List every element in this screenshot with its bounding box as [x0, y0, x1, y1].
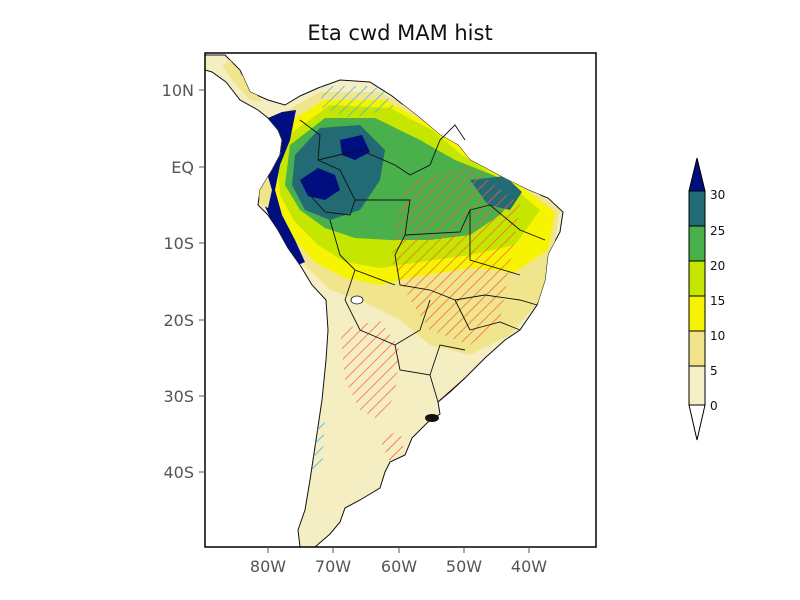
colorbar-label-0: 0: [710, 399, 718, 413]
lat-label-20s: 20S: [163, 311, 194, 330]
lat-label-10s: 10S: [163, 234, 194, 253]
colorbar-label-15: 15: [710, 294, 725, 308]
hatch-blue-venezuela: [320, 86, 395, 118]
colorbar-label-10: 10: [710, 329, 725, 343]
map-frame: [204, 52, 597, 548]
hatch-red-argentina: [340, 320, 400, 420]
colorbar-band-20-25: [688, 225, 706, 262]
colorbar-band-25-30: [688, 190, 706, 227]
lat-label-30s: 30S: [163, 387, 194, 406]
lake-titicaca: [350, 295, 364, 305]
colorbar-band-15-20: [688, 260, 706, 297]
field-30plus-north: [340, 135, 370, 160]
lat-label-40s: 40S: [163, 463, 194, 482]
country-borders: [299, 119, 546, 403]
colorbar-band-10-15: [688, 295, 706, 332]
lon-label-80w: 80W: [250, 557, 286, 576]
lon-label-60w: 60W: [381, 557, 417, 576]
map-title: Eta cwd MAM hist: [307, 21, 492, 45]
map-panel: [205, 53, 596, 547]
colorbar: 0 5 10 15 20 25 30: [688, 157, 725, 441]
lon-label-50w: 50W: [446, 557, 482, 576]
longitude-axis: 80W 70W 60W 50W 40W: [250, 547, 547, 576]
lon-label-40w: 40W: [511, 557, 547, 576]
cwd-contour-fields: [222, 60, 560, 470]
lat-label-10n: 10N: [162, 81, 194, 100]
colorbar-label-25: 25: [710, 224, 725, 238]
colorbar-label-20: 20: [710, 259, 725, 273]
hatch-red-south: [380, 430, 405, 462]
colorbar-label-5: 5: [710, 364, 718, 378]
field-30plus-west: [300, 168, 340, 200]
coastal-lagoon: [425, 414, 439, 422]
colorbar-band-5-10: [688, 330, 706, 367]
hatch-red-central-brazil: [392, 165, 520, 345]
latitude-axis: 10N EQ 10S 20S 30S 40S: [162, 81, 205, 482]
colorbar-bottom-arrow: [688, 404, 706, 441]
colorbar-label-30: 30: [710, 188, 725, 202]
colorbar-band-0-5: [688, 365, 706, 406]
colorbar-top-arrow: [688, 157, 706, 192]
lon-label-70w: 70W: [315, 557, 351, 576]
lat-label-eq: EQ: [171, 158, 194, 177]
